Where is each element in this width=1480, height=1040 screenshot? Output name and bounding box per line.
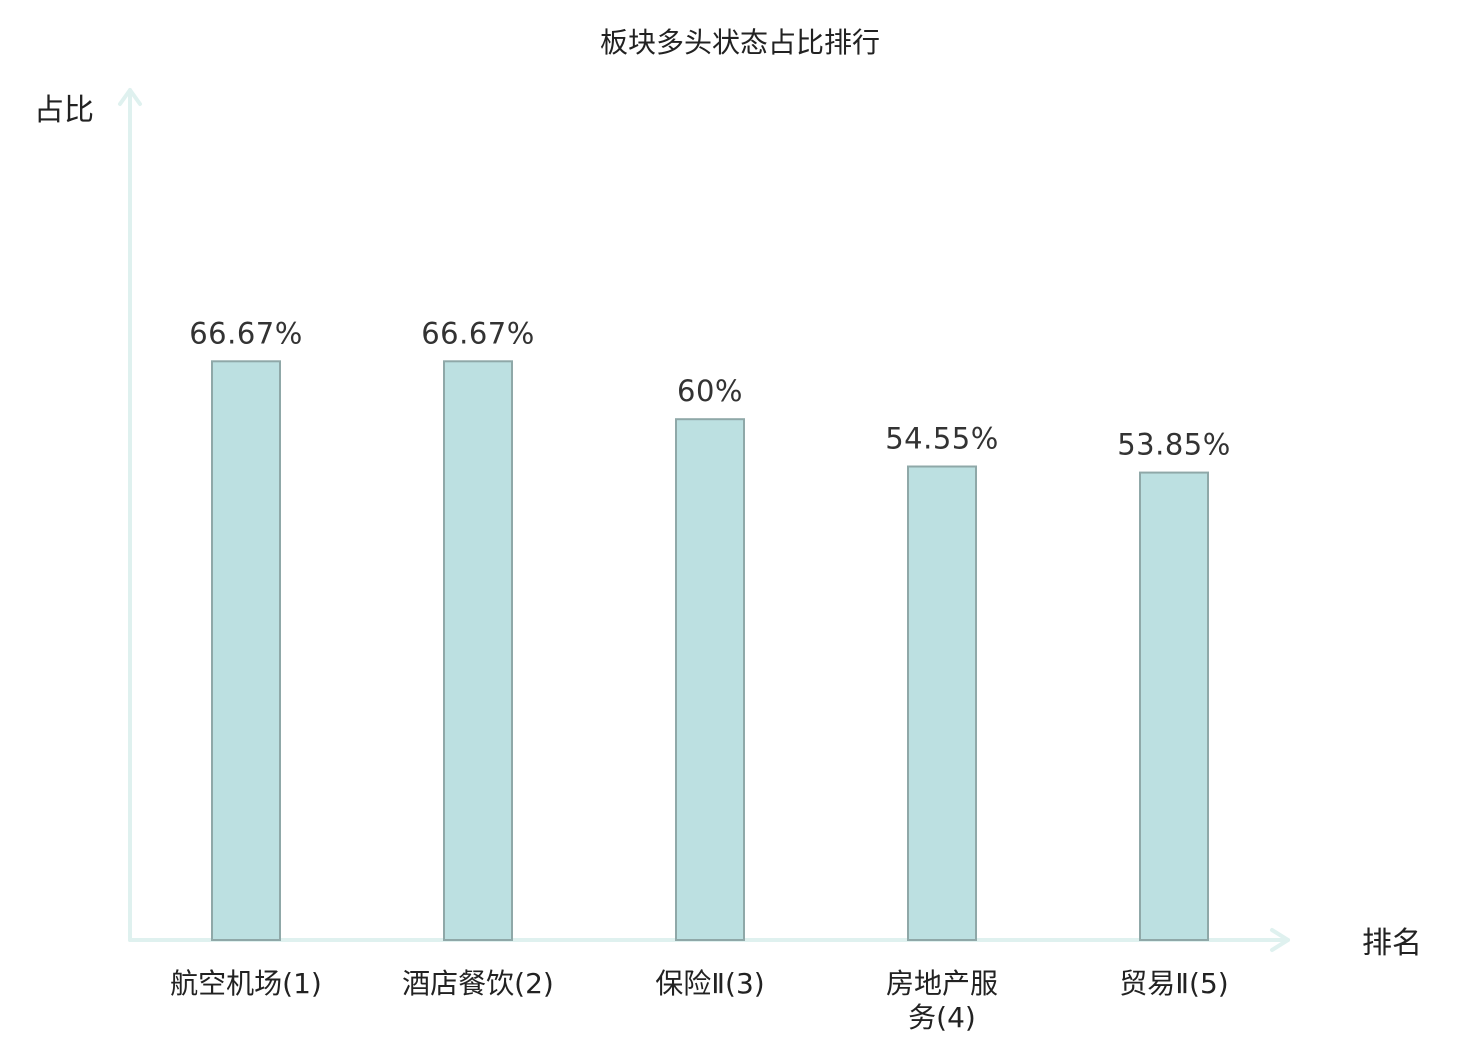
category-label-1-line-1: 航空机场(1) — [170, 967, 322, 1000]
bar-4 — [907, 465, 977, 941]
y-axis-label: 占比 — [34, 93, 94, 128]
x-axis-label: 排名 — [1362, 926, 1422, 961]
value-label-1: 66.67% — [189, 316, 303, 350]
category-label-1: 航空机场(1) — [170, 967, 322, 1000]
category-label-3-line-1: 保险Ⅱ(3) — [655, 967, 764, 1000]
bar-1 — [211, 360, 281, 942]
value-label-2: 66.67% — [421, 316, 535, 350]
category-label-4-line-2: 务(4) — [908, 1001, 976, 1034]
category-label-2: 酒店餐饮(2) — [402, 967, 554, 1000]
value-label-4: 54.55% — [885, 422, 999, 456]
category-label-4-line-1: 房地产服 — [886, 967, 998, 1000]
x-axis-arrow — [1270, 928, 1290, 952]
value-label-5: 53.85% — [1117, 428, 1231, 462]
value-labels-group: 66.67% 66.67% 60% 54.55% 53.85% — [189, 316, 1231, 462]
category-label-4: 房地产服务(4) — [886, 967, 998, 1034]
category-label-2-line-1: 酒店餐饮(2) — [402, 967, 554, 1000]
bars-group — [211, 360, 1209, 942]
bar-2 — [443, 360, 513, 942]
category-label-5: 贸易Ⅱ(5) — [1119, 967, 1228, 1000]
value-label-3: 60% — [677, 374, 743, 408]
category-label-3: 保险Ⅱ(3) — [655, 967, 764, 1000]
bar-5 — [1139, 471, 1209, 941]
chart-title: 板块多头状态占比排行 — [600, 26, 880, 59]
category-labels-group: 航空机场(1) 酒店餐饮(2) 保险Ⅱ(3) 房地产服务(4) 贸易Ⅱ(5) — [170, 967, 1229, 1034]
bar-3 — [675, 418, 745, 941]
category-label-5-line-1: 贸易Ⅱ(5) — [1119, 967, 1228, 1000]
y-axis-arrow — [118, 88, 142, 106]
